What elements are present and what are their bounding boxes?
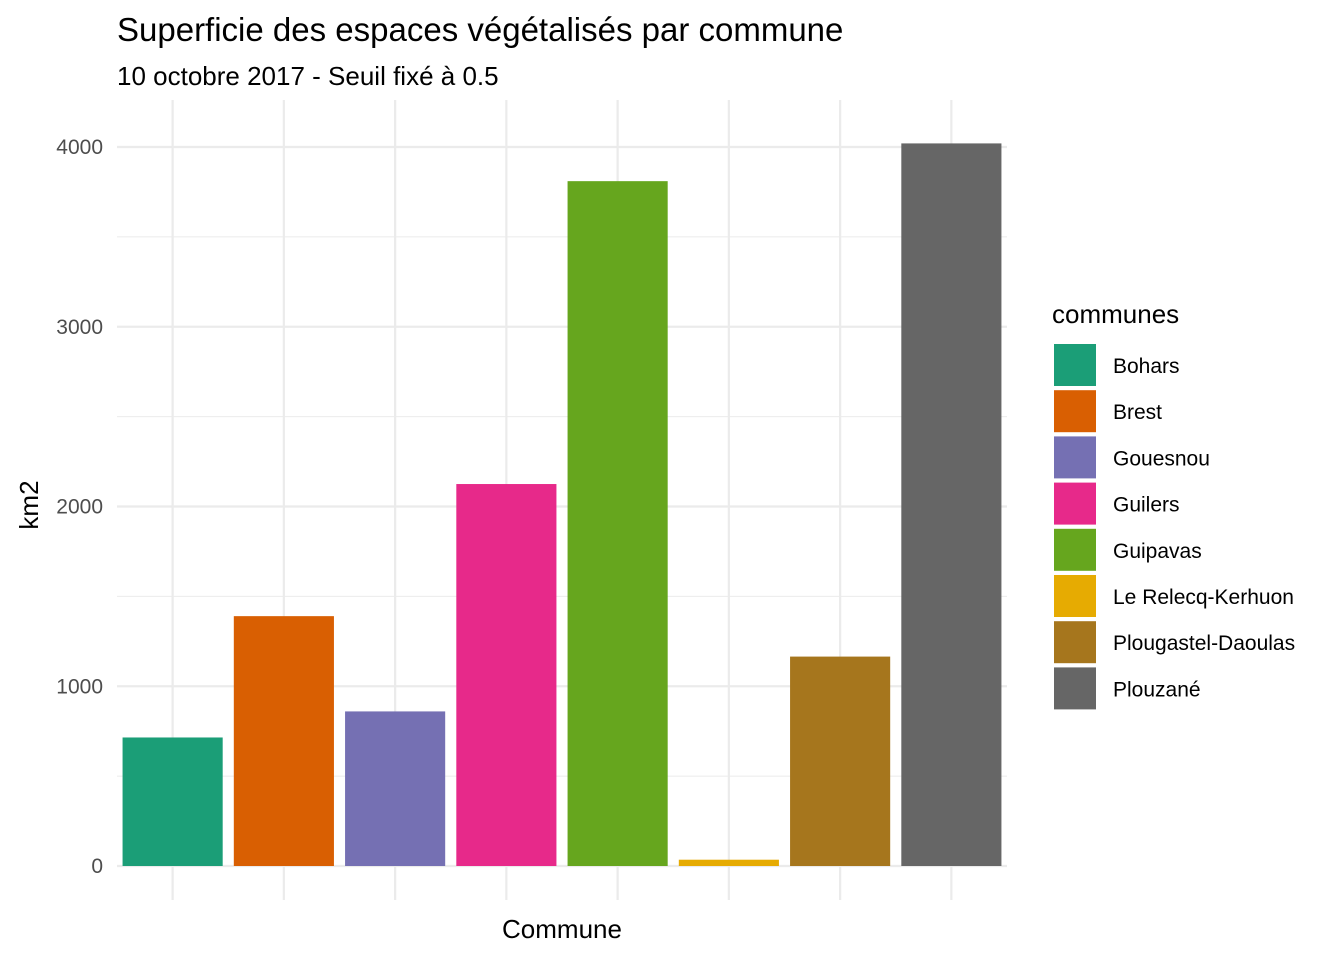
bar-guilers [456, 484, 557, 866]
chart-subtitle: 10 octobre 2017 - Seuil fixé à 0.5 [117, 61, 499, 91]
legend-label: Bohars [1113, 355, 1180, 378]
legend-label: Plougastel-Daoulas [1113, 632, 1295, 655]
legend-swatch [1054, 436, 1096, 479]
bar-brest [233, 616, 334, 866]
y-axis-title: km2 [14, 480, 44, 529]
legend-label: Gouesnou [1113, 447, 1210, 470]
bar-le-relecq-kerhuon [678, 859, 779, 866]
legend-label: Brest [1113, 401, 1162, 424]
y-axis-ticks: 0 1000 2000 3000 4000 [56, 136, 103, 878]
legend: communes Bohars Brest Gouesnou Guilers Guipa… [1052, 299, 1295, 710]
legend-swatch [1054, 621, 1096, 664]
bar-plougastel-daoulas [790, 656, 891, 866]
x-axis-title: Commune [502, 914, 622, 944]
bar-bohars [122, 737, 223, 866]
y-tick-label: 4000 [56, 136, 103, 159]
legend-label: Plouzané [1113, 678, 1201, 701]
legend-swatch [1054, 528, 1096, 571]
bar-guipavas [567, 181, 668, 867]
legend-swatch [1054, 482, 1096, 525]
chart-title: Superficie des espaces végétalisés par c… [117, 11, 843, 48]
y-tick-label: 2000 [56, 496, 103, 519]
legend-swatch [1054, 667, 1096, 710]
y-tick-label: 1000 [56, 675, 103, 698]
legend-title: communes [1052, 299, 1179, 329]
bars [122, 143, 1002, 867]
legend-swatch [1054, 390, 1096, 433]
bar-plouzan- [901, 143, 1002, 866]
legend-swatch [1054, 575, 1096, 617]
y-tick-label: 0 [91, 855, 103, 878]
legend-swatch [1054, 344, 1096, 386]
legend-label: Le Relecq-Kerhuon [1113, 586, 1294, 609]
y-tick-label: 3000 [56, 316, 103, 339]
legend-label: Guipavas [1113, 540, 1202, 563]
legend-label: Guilers [1113, 494, 1180, 517]
bar-gouesnou [345, 711, 446, 866]
